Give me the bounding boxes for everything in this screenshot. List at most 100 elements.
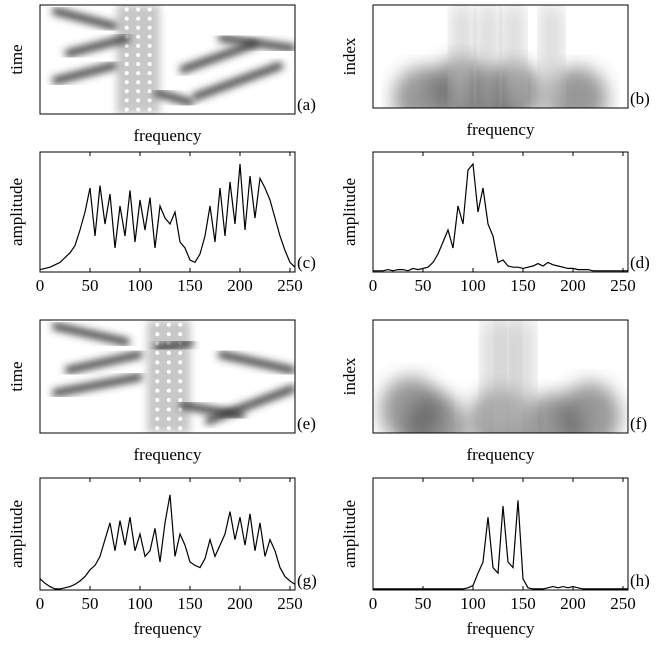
dot <box>166 426 171 431</box>
dot <box>147 107 152 112</box>
x-tick-label: 0 <box>369 276 378 295</box>
dot <box>166 416 171 421</box>
dot <box>166 360 171 365</box>
panel-label: (e) <box>297 414 316 433</box>
x-tick-label: 150 <box>177 594 203 613</box>
dot <box>178 350 183 355</box>
dot <box>136 25 141 30</box>
dot <box>147 16 152 21</box>
panel-label: (b) <box>630 89 650 108</box>
streak <box>51 322 131 347</box>
panel-label: (g) <box>297 571 317 590</box>
dot <box>136 7 141 12</box>
dot <box>178 360 183 365</box>
x-tick-label: 200 <box>227 594 253 613</box>
line <box>373 162 628 272</box>
streak <box>51 7 118 31</box>
dot <box>178 379 183 384</box>
streak <box>204 384 295 425</box>
dot <box>155 379 160 384</box>
image <box>40 5 295 114</box>
axes-frame <box>39 151 296 273</box>
dot <box>124 89 129 94</box>
dot <box>124 80 129 85</box>
plume <box>513 320 534 433</box>
band <box>116 5 160 114</box>
dot <box>166 398 171 403</box>
x-tick-label: 100 <box>127 276 153 295</box>
x-tick-label: 100 <box>127 594 153 613</box>
x-tick-label: 0 <box>369 594 378 613</box>
dot <box>166 369 171 374</box>
dot <box>124 62 129 67</box>
dot <box>147 89 152 94</box>
line <box>39 494 296 590</box>
x-tick-label: 100 <box>460 276 486 295</box>
dot <box>136 98 141 103</box>
dot <box>136 107 141 112</box>
x-tick-label: 50 <box>82 594 99 613</box>
dot <box>124 43 129 48</box>
blob <box>546 66 608 108</box>
dot <box>166 407 171 412</box>
y-axis-label: amplitude <box>340 500 359 568</box>
streak <box>218 34 295 53</box>
y-axis-label: time <box>7 361 26 391</box>
streak <box>153 88 194 107</box>
panel-label: (c) <box>297 253 316 272</box>
dot <box>155 388 160 393</box>
x-tick-label: 100 <box>460 594 486 613</box>
dot <box>136 89 141 94</box>
image <box>373 320 628 433</box>
image <box>40 320 295 433</box>
dot <box>178 398 183 403</box>
dot <box>147 98 152 103</box>
dot <box>155 426 160 431</box>
image <box>373 5 628 108</box>
streak <box>217 350 295 375</box>
x-axis-label: frequency <box>134 126 202 145</box>
axes-frame <box>372 4 629 109</box>
x-tick-label: 50 <box>82 276 99 295</box>
dot <box>155 332 160 337</box>
plume <box>452 5 473 108</box>
line <box>39 163 296 271</box>
y-axis-label: amplitude <box>340 178 359 246</box>
dot <box>136 16 141 21</box>
y-axis-label: time <box>7 44 26 74</box>
panel-label: (d) <box>630 253 650 272</box>
dot <box>136 80 141 85</box>
axes-frame <box>39 477 296 591</box>
x-axis-label: frequency <box>467 619 535 638</box>
dot <box>136 71 141 76</box>
dot <box>124 107 129 112</box>
streak <box>64 350 143 375</box>
dot <box>147 52 152 57</box>
x-tick-label: 0 <box>36 594 45 613</box>
dot <box>136 34 141 39</box>
dot <box>178 332 183 337</box>
dot <box>155 360 160 365</box>
x-tick-label: 250 <box>610 594 636 613</box>
dot <box>178 369 183 374</box>
dot <box>124 16 129 21</box>
streak <box>154 339 194 352</box>
dot <box>155 407 160 412</box>
dot <box>166 388 171 393</box>
y-axis-label: index <box>340 37 359 75</box>
blob <box>559 382 621 433</box>
dot <box>147 34 152 39</box>
axes-frame <box>372 477 629 591</box>
dot <box>166 332 171 337</box>
y-axis-label: amplitude <box>7 178 26 246</box>
x-tick-label: 200 <box>560 594 586 613</box>
y-axis-label: index <box>340 357 359 395</box>
x-tick-label: 150 <box>177 276 203 295</box>
x-tick-label: 0 <box>36 276 45 295</box>
dot <box>136 43 141 48</box>
streak <box>191 61 284 101</box>
x-tick-label: 50 <box>415 276 432 295</box>
dot <box>166 322 171 327</box>
dot <box>166 379 171 384</box>
streak <box>179 39 258 74</box>
